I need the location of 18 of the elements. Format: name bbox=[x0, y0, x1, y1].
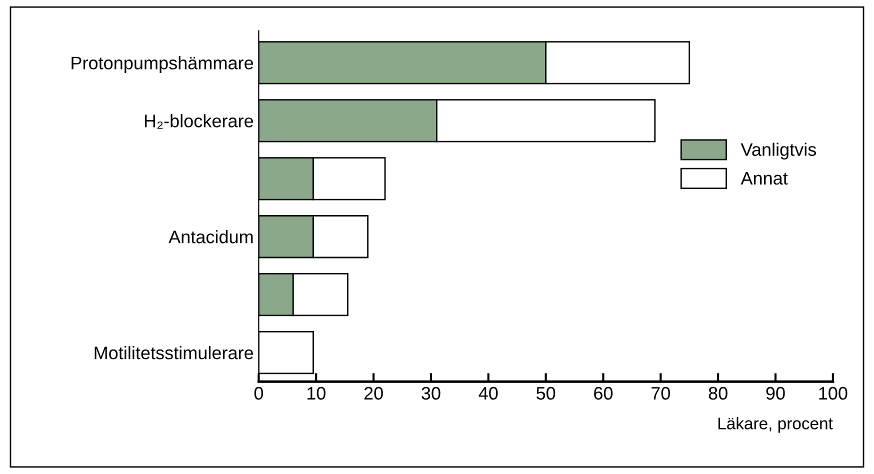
x-tick-label: 80 bbox=[708, 386, 728, 400]
x-tick-label: 10 bbox=[307, 386, 326, 400]
legend-label: Vanligtvis bbox=[740, 142, 816, 160]
y-tick-label: Motilitetsstimulerare bbox=[94, 346, 254, 360]
y-tick-label: Protonpumpshämmare bbox=[72, 56, 254, 73]
x-tick-label: 40 bbox=[478, 386, 498, 400]
x-tick-label: 0 bbox=[254, 386, 264, 400]
y-tick-label: H₂-blockerare bbox=[144, 114, 254, 129]
y-tick-label: Antacidum bbox=[168, 230, 253, 244]
x-tick-label: 20 bbox=[364, 386, 383, 400]
legend-label: Annat bbox=[740, 172, 788, 185]
x-axis-title: Läkare, procent bbox=[718, 417, 833, 433]
x-tick-label: 70 bbox=[652, 386, 670, 400]
x-tick-label: 60 bbox=[594, 386, 613, 400]
x-tick-label: 100 bbox=[819, 386, 848, 400]
x-tick-label: 50 bbox=[536, 386, 556, 400]
x-tick-label: 30 bbox=[422, 386, 440, 400]
x-tick-label: 90 bbox=[766, 386, 785, 400]
